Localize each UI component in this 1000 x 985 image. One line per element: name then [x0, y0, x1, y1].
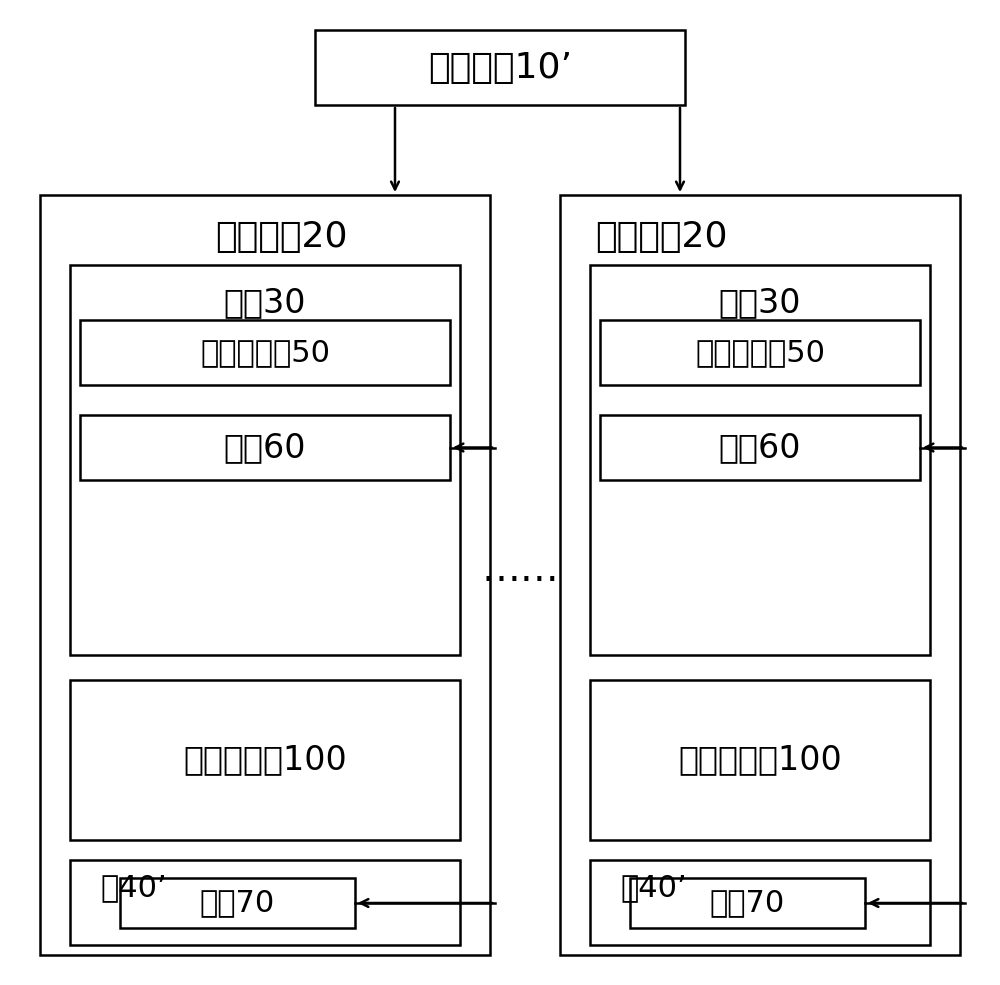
Text: 土壤传感捧50: 土壤传感捧50: [200, 338, 330, 367]
Bar: [560, 195, 960, 955]
Text: 储40’: 储40’: [620, 874, 687, 902]
Bar: [590, 860, 930, 945]
Bar: [120, 878, 355, 928]
Text: 水愘70: 水愘70: [710, 888, 785, 917]
Bar: [315, 30, 685, 105]
Text: 智能花笖20: 智能花笖20: [595, 220, 728, 254]
Bar: [80, 320, 450, 385]
Bar: [600, 415, 920, 480]
Bar: [70, 265, 460, 655]
Bar: [40, 195, 490, 955]
Bar: [70, 860, 460, 945]
Text: 种椂30: 种椂30: [719, 287, 801, 319]
Text: ……: ……: [481, 551, 559, 589]
Bar: [80, 415, 450, 480]
Text: 导的60: 导的60: [719, 431, 801, 464]
Text: 种椂30: 种椂30: [224, 287, 306, 319]
Text: 导的60: 导的60: [224, 431, 306, 464]
Text: 智能花笖20: 智能花笖20: [215, 220, 348, 254]
Text: 控制终端10’: 控制终端10’: [428, 50, 572, 85]
Text: 水位传感器100: 水位传感器100: [183, 744, 347, 776]
Text: 土壤传感捧50: 土壤传感捧50: [695, 338, 825, 367]
Text: 水位传感器100: 水位传感器100: [678, 744, 842, 776]
Bar: [590, 680, 930, 840]
Text: 水愘70: 水愘70: [200, 888, 275, 917]
Text: 储40’: 储40’: [100, 874, 167, 902]
Bar: [70, 680, 460, 840]
Bar: [600, 320, 920, 385]
Bar: [590, 265, 930, 655]
Bar: [630, 878, 865, 928]
